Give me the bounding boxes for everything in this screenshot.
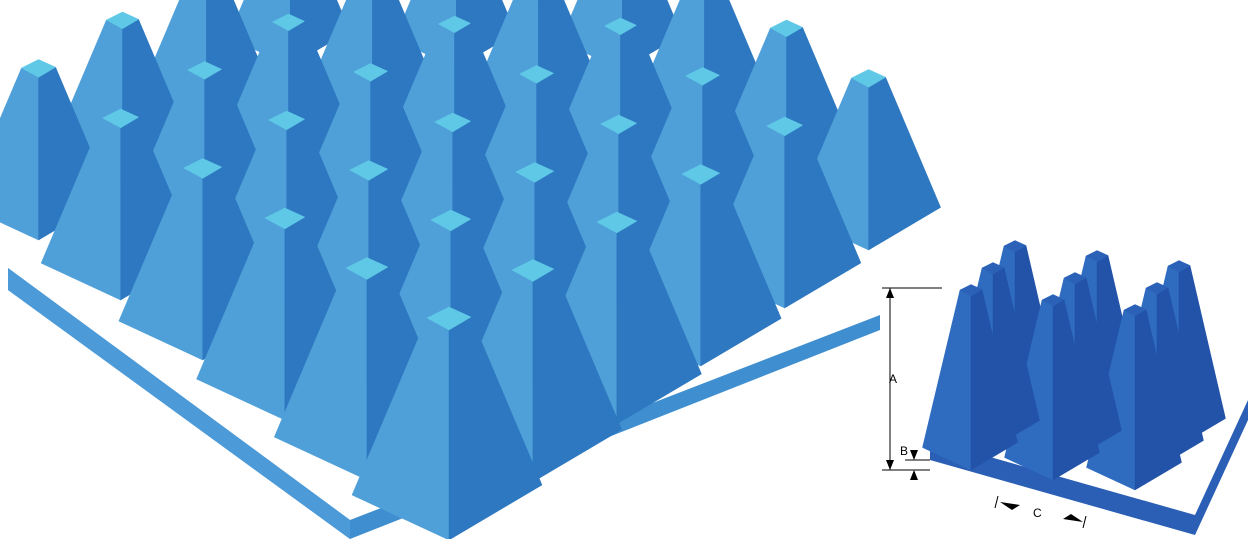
pyramid-top <box>850 69 887 88</box>
dimension-label: C <box>1033 506 1042 520</box>
dimension-c-right <box>1082 515 1087 529</box>
pyramid-top <box>515 162 555 183</box>
pyramid-top <box>959 284 983 297</box>
pyramid-top <box>681 164 721 185</box>
arrow <box>1063 514 1083 522</box>
pyramid-top <box>426 306 472 331</box>
pyramid-top <box>1123 304 1147 317</box>
pyramid-top <box>518 65 555 84</box>
pyramid-top <box>264 207 306 230</box>
large-absorber-view <box>0 0 941 539</box>
pyramid-top <box>600 114 638 135</box>
pyramid-top <box>271 13 306 32</box>
pyramid-top <box>437 15 472 34</box>
pyramid-top <box>102 108 140 129</box>
dimension-label: B <box>900 444 908 458</box>
pyramid-top <box>186 61 223 80</box>
pyramid-top <box>434 112 472 133</box>
dimension-label: A <box>889 372 897 386</box>
arrow <box>1000 502 1020 510</box>
base-slab-left <box>8 268 350 539</box>
pyramid-top <box>1167 260 1191 273</box>
dimension-lines: A B C <box>882 287 1087 529</box>
pyramid-top <box>596 211 638 234</box>
dimension-c-left <box>994 495 999 509</box>
pyramid-top <box>268 110 306 131</box>
pyramid-top <box>20 59 57 78</box>
small-absorber-view <box>922 240 1248 535</box>
pyramid-top <box>603 17 638 36</box>
pyramid-top <box>684 67 721 86</box>
pyramid-top <box>183 158 223 179</box>
arrow <box>910 470 918 480</box>
pyramid-top <box>981 262 1005 275</box>
pyramid-top <box>1041 294 1065 307</box>
pyramid-top <box>1003 240 1027 253</box>
arrow <box>910 450 918 460</box>
pyramid-top <box>430 209 472 232</box>
pyramid-top <box>1145 282 1169 295</box>
arrow <box>886 460 894 470</box>
arrow <box>886 288 894 298</box>
pyramid-top <box>349 160 389 181</box>
pyramid-top <box>352 63 389 82</box>
pyramid-left-face <box>922 289 972 471</box>
pyramid-top <box>345 257 389 280</box>
pyramid-top <box>1085 250 1109 263</box>
pyramid-top <box>766 116 804 137</box>
pyramid-top <box>105 11 140 30</box>
pyramid-top <box>511 259 555 282</box>
pyramid-right-face <box>868 76 941 251</box>
pyramid-top <box>769 19 804 38</box>
pyramid-top <box>1063 272 1087 285</box>
pyramid-left-face <box>0 67 39 241</box>
small-base-slab <box>930 400 1248 535</box>
